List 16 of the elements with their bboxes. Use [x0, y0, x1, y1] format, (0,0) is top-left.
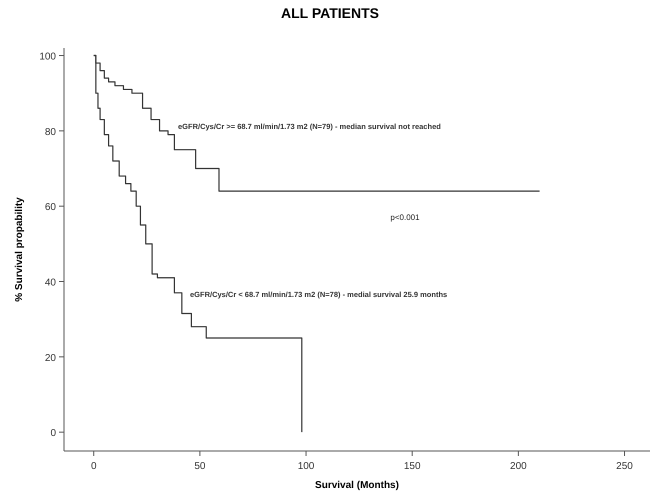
y-axis-title: % Survival propability — [14, 196, 25, 302]
x-tick-label: 250 — [616, 461, 634, 472]
x-tick-label: 0 — [90, 461, 97, 472]
annotation: p<0.001 — [390, 213, 420, 222]
y-tick-label: 80 — [44, 126, 56, 138]
x-axis-title: Survival (Months) — [315, 480, 399, 491]
x-tick-label: 150 — [404, 461, 421, 472]
x-tick-label: 50 — [194, 461, 206, 472]
x-tick-label: 200 — [510, 461, 528, 472]
y-tick-label: 20 — [44, 352, 56, 364]
x-tick-label: 100 — [298, 461, 315, 472]
y-tick-label: 0 — [50, 428, 56, 440]
y-tick-label: 100 — [39, 52, 56, 63]
chart-title: ALL PATIENTS — [281, 5, 379, 21]
y-tick-label: 60 — [44, 202, 56, 214]
y-tick-label: 40 — [44, 278, 56, 289]
